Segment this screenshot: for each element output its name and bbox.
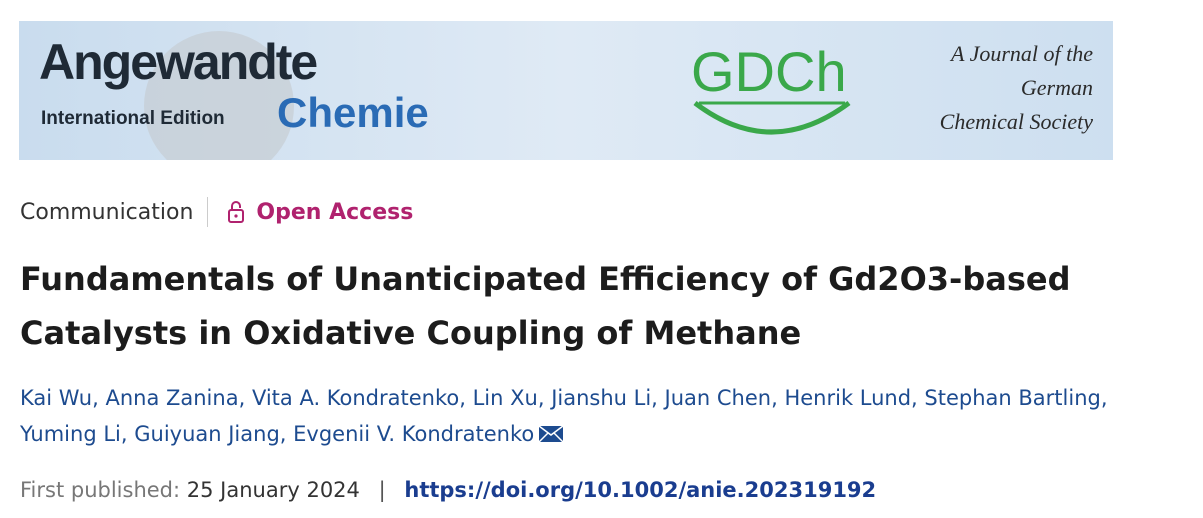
published-label: First published: (20, 478, 181, 502)
journal-name: Angewandte (39, 34, 318, 90)
gdch-arc (693, 100, 851, 135)
divider (207, 197, 209, 227)
open-access[interactable]: Open Access (256, 199, 414, 225)
author-list: Kai Wu, Anna Zanina, Vita A. Kondratenko… (20, 380, 1195, 452)
published-date: 25 January 2024 (186, 478, 360, 502)
author[interactable]: Henrik Lund, (784, 386, 918, 410)
article-type: Communication (20, 199, 194, 225)
doi-link[interactable]: https://doi.org/10.1002/anie.202319192 (404, 478, 877, 502)
logo-circle (144, 31, 294, 160)
journal-banner[interactable]: Angewandte International Edition Chemie … (19, 21, 1113, 160)
edition: International Edition (41, 108, 225, 129)
society-line: A Journal of the (951, 41, 1093, 66)
author[interactable]: Stephan Bartling, (924, 386, 1108, 410)
journal-subname: Chemie (277, 89, 429, 136)
society-logo: GDCh (691, 40, 847, 103)
author[interactable]: Evgenii V. Kondratenko (293, 422, 564, 446)
email-icon[interactable] (538, 425, 564, 443)
banner-graphics (144, 31, 851, 160)
lock-icon (228, 201, 245, 223)
publication-info: First published: 25 January 2024 | https… (20, 478, 876, 502)
author[interactable]: Juan Chen, (664, 386, 778, 410)
society-line: Chemical Society (939, 109, 1093, 134)
author[interactable]: Kai Wu, (20, 386, 99, 410)
society-line: German (1020, 75, 1093, 100)
separator: | (378, 478, 386, 502)
article-meta: Communication Open Access (20, 197, 413, 227)
author[interactable]: Lin Xu, (472, 386, 545, 410)
article-title: Fundamentals of Unanticipated Efficiency… (20, 260, 1071, 352)
author[interactable]: Jianshu Li, (551, 386, 658, 410)
author[interactable]: Guiyuan Jiang, (134, 422, 287, 446)
author[interactable]: Vita A. Kondratenko, (251, 386, 466, 410)
author[interactable]: Yuming Li, (20, 422, 128, 446)
author[interactable]: Anna Zanina, (105, 386, 246, 410)
